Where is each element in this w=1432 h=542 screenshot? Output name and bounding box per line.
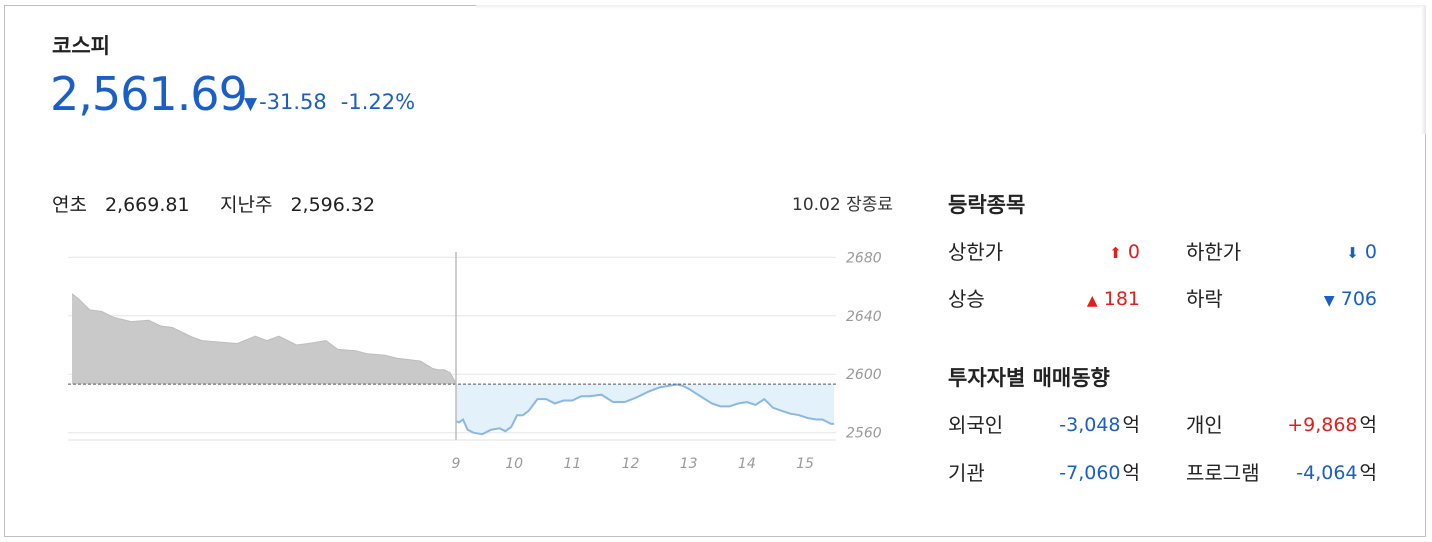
upper-limit-value: ⬆ 0 [1109,241,1140,263]
y-tick-label: 2640 [846,309,882,325]
lower-limit-label: 하한가 [1186,240,1242,264]
arrow-up-icon: ⬆ [1109,244,1122,262]
program-label: 프로그램 [1186,461,1260,485]
change-amount: -31.58 [259,90,327,114]
today-area [456,384,835,435]
upper-limit-label: 상한가 [948,240,1004,264]
down-triangle-icon: ▼ [244,94,258,114]
x-tick-label: 12 [622,456,640,472]
individual-label: 개인 [1186,413,1223,437]
x-tick-label: 14 [738,456,756,472]
last-week-label: 지난주 [220,194,273,216]
institution-label: 기관 [948,461,985,485]
triangle-up-icon: ▲ [1086,293,1098,309]
arrow-down-icon: ⬇ [1346,244,1359,262]
x-tick-label: 11 [563,456,581,472]
year-start-label: 연초 [52,194,87,216]
x-tick-label: 9 [452,456,461,472]
y-tick-label: 2680 [846,250,882,266]
breadth-title[interactable]: 등락종목 [948,193,1026,217]
investor-trend-title[interactable]: 투자자별 매매동향 [948,366,1110,390]
y-tick-label: 2600 [846,367,882,383]
index-name[interactable]: 코스피 [52,34,110,58]
x-tick-label: 13 [680,456,698,472]
year-start-value: 2,669.81 [104,194,190,216]
fall-label: 하락 [1186,287,1223,311]
year-start-ref: 연초 2,669.81 [52,192,190,218]
index-change: ▼-31.58 -1.22% [244,87,415,119]
institution-value: -7,060 억 [1059,462,1140,484]
market-close-status: 10.02 장종료 [792,195,893,215]
today-line [455,383,835,436]
index-value: 2,561.69 [50,67,248,121]
previous-day-area [72,293,456,385]
foreign-label: 외국인 [948,413,1004,437]
last-week-value: 2,596.32 [290,194,376,216]
previous-day-line [71,293,457,384]
intraday-chart[interactable]: 2680 2640 2600 2560 9 10 11 12 13 14 15 [60,244,890,480]
foreign-value: -3,048 억 [1059,414,1140,436]
triangle-down-icon: ▼ [1323,293,1335,309]
rise-label: 상승 [948,287,985,311]
last-week-ref: 지난주 2,596.32 [220,192,375,218]
individual-value: +9,868 억 [1287,414,1377,436]
x-tick-label: 10 [505,456,523,472]
change-percent: -1.22% [340,90,416,114]
side-shadow [1421,6,1426,134]
top-shadow [476,5,1426,9]
rise-value: ▲ 181 [1086,288,1140,310]
x-tick-label: 15 [796,456,814,472]
fall-value: ▼ 706 [1323,288,1377,310]
lower-limit-value: ⬇ 0 [1346,241,1377,263]
program-value: -4,064 억 [1296,462,1377,484]
index-card [4,5,1426,537]
y-tick-label: 2560 [846,426,882,442]
